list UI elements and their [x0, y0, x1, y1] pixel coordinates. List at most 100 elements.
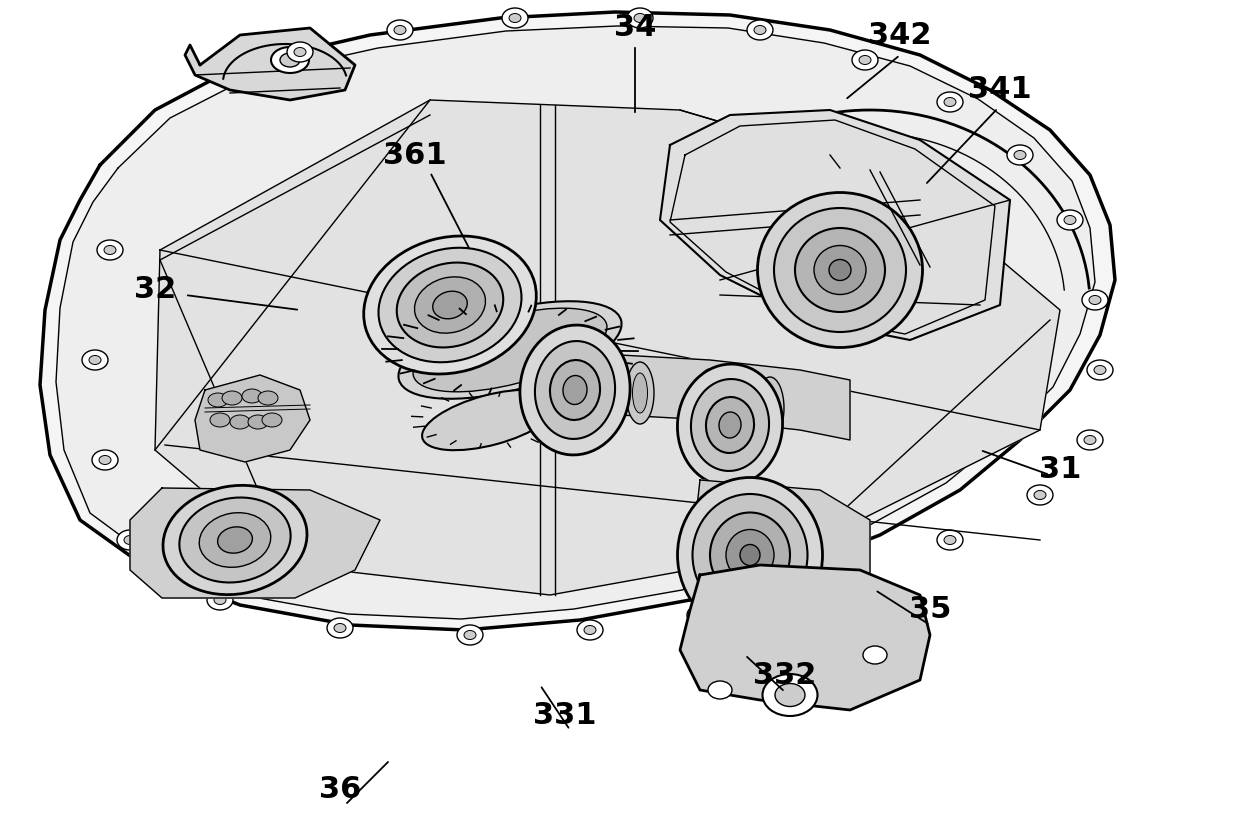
Text: 36: 36: [319, 776, 361, 804]
Text: 34: 34: [614, 13, 656, 43]
Ellipse shape: [859, 55, 870, 64]
Ellipse shape: [584, 625, 596, 635]
Ellipse shape: [740, 544, 760, 565]
Text: 341: 341: [968, 75, 1032, 104]
Ellipse shape: [1094, 366, 1106, 375]
Ellipse shape: [937, 530, 963, 550]
Ellipse shape: [242, 389, 262, 403]
Ellipse shape: [222, 391, 242, 405]
Ellipse shape: [565, 357, 594, 419]
Ellipse shape: [378, 248, 522, 362]
Ellipse shape: [99, 456, 112, 464]
Text: 331: 331: [533, 701, 596, 730]
Ellipse shape: [1064, 215, 1076, 225]
Ellipse shape: [89, 356, 100, 365]
Ellipse shape: [248, 415, 268, 429]
Ellipse shape: [272, 47, 309, 73]
Ellipse shape: [229, 415, 250, 429]
Ellipse shape: [830, 260, 851, 281]
Text: 31: 31: [1039, 456, 1081, 484]
Ellipse shape: [944, 98, 956, 107]
Polygon shape: [195, 375, 310, 462]
Ellipse shape: [413, 308, 608, 392]
Text: 35: 35: [909, 595, 951, 625]
Ellipse shape: [551, 360, 600, 420]
Ellipse shape: [632, 373, 647, 413]
Ellipse shape: [852, 50, 878, 70]
Polygon shape: [155, 100, 1060, 595]
Ellipse shape: [422, 390, 558, 450]
Ellipse shape: [795, 228, 885, 312]
Ellipse shape: [124, 535, 136, 544]
Ellipse shape: [1087, 360, 1114, 380]
Ellipse shape: [1089, 296, 1101, 305]
Polygon shape: [660, 110, 1011, 340]
Ellipse shape: [708, 681, 732, 699]
Ellipse shape: [813, 245, 866, 295]
Ellipse shape: [387, 20, 413, 40]
Polygon shape: [130, 488, 379, 598]
Ellipse shape: [719, 412, 742, 438]
Ellipse shape: [944, 535, 956, 544]
Ellipse shape: [694, 610, 706, 620]
Ellipse shape: [696, 369, 724, 431]
Ellipse shape: [397, 262, 503, 347]
Ellipse shape: [508, 13, 521, 23]
Ellipse shape: [573, 368, 588, 408]
Ellipse shape: [207, 590, 233, 610]
Ellipse shape: [677, 478, 822, 632]
Ellipse shape: [398, 301, 621, 399]
Ellipse shape: [215, 595, 226, 605]
Ellipse shape: [775, 684, 805, 706]
Ellipse shape: [807, 570, 833, 590]
Ellipse shape: [217, 527, 253, 553]
Ellipse shape: [626, 362, 653, 424]
Ellipse shape: [200, 513, 270, 567]
Ellipse shape: [414, 277, 486, 333]
Ellipse shape: [677, 364, 782, 486]
Text: 342: 342: [868, 21, 931, 49]
Ellipse shape: [262, 413, 281, 427]
Ellipse shape: [208, 393, 228, 407]
Ellipse shape: [1078, 430, 1104, 450]
Ellipse shape: [117, 530, 143, 550]
Polygon shape: [185, 28, 355, 100]
Text: 32: 32: [134, 276, 176, 305]
Ellipse shape: [363, 236, 537, 374]
Ellipse shape: [520, 325, 630, 455]
Ellipse shape: [577, 620, 603, 640]
Ellipse shape: [464, 630, 476, 640]
Text: 332: 332: [754, 660, 817, 690]
Ellipse shape: [258, 391, 278, 405]
Ellipse shape: [1027, 485, 1053, 505]
Ellipse shape: [1014, 150, 1025, 159]
Ellipse shape: [563, 376, 587, 404]
Ellipse shape: [210, 413, 229, 427]
Ellipse shape: [394, 26, 405, 34]
Ellipse shape: [774, 208, 906, 332]
Ellipse shape: [703, 380, 718, 420]
Ellipse shape: [687, 605, 713, 625]
Polygon shape: [689, 480, 870, 630]
Ellipse shape: [725, 529, 774, 580]
Polygon shape: [539, 355, 849, 440]
Ellipse shape: [97, 240, 123, 260]
Ellipse shape: [754, 26, 766, 34]
Polygon shape: [40, 12, 1115, 630]
Ellipse shape: [627, 8, 653, 28]
Ellipse shape: [334, 624, 346, 632]
Ellipse shape: [180, 498, 290, 583]
Ellipse shape: [294, 48, 306, 57]
Ellipse shape: [458, 625, 484, 645]
Polygon shape: [680, 565, 930, 710]
Ellipse shape: [692, 494, 807, 616]
Ellipse shape: [502, 8, 528, 28]
Ellipse shape: [82, 350, 108, 370]
Ellipse shape: [1007, 145, 1033, 165]
Ellipse shape: [706, 397, 754, 453]
Ellipse shape: [937, 92, 963, 112]
Ellipse shape: [433, 291, 467, 319]
Ellipse shape: [756, 377, 784, 439]
Polygon shape: [56, 26, 1095, 619]
Ellipse shape: [1034, 490, 1047, 499]
